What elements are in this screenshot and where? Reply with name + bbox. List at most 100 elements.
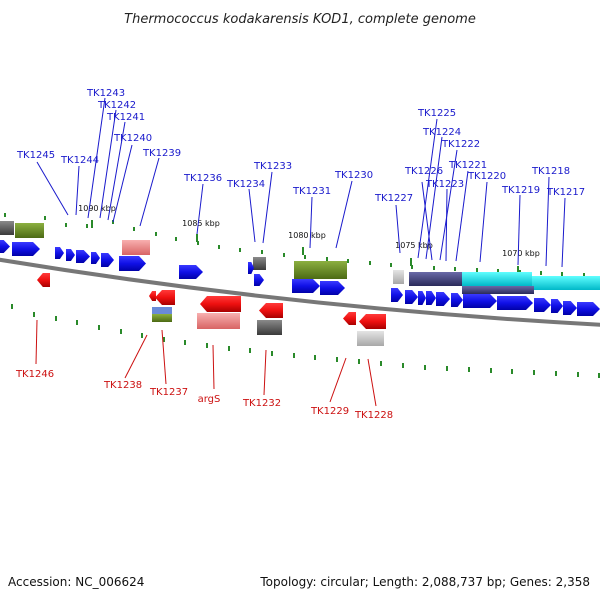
leader-line xyxy=(161,329,167,385)
forward-gene-label: TK1218 xyxy=(531,166,570,177)
forward-gene-label: TK1242 xyxy=(97,100,136,111)
forward-gene-label: TK1233 xyxy=(253,161,292,172)
forward-gene-label: TK1223 xyxy=(425,179,464,190)
tick-mark xyxy=(293,353,295,358)
feature-bar xyxy=(393,270,404,284)
forward-gene-label: TK1240 xyxy=(113,133,152,144)
tick-mark xyxy=(65,223,67,227)
kbp-label: 1075 kbp xyxy=(395,241,433,250)
reverse-gene-arrow xyxy=(37,273,50,287)
kbp-label: 1090 kbp xyxy=(78,204,116,213)
tick-mark xyxy=(304,255,306,259)
reverse-gene-arrow xyxy=(343,312,356,325)
feature-bar xyxy=(462,286,534,294)
forward-gene-arrow xyxy=(463,294,497,308)
forward-gene-arrow xyxy=(179,265,203,279)
tick-mark xyxy=(358,359,360,364)
feature-bar xyxy=(197,313,240,329)
tick-mark xyxy=(249,348,251,353)
leader-line xyxy=(395,204,401,254)
feature-bar xyxy=(257,320,282,335)
tick-mark xyxy=(271,351,273,356)
feature-bar xyxy=(357,331,384,346)
reverse-gene-arrow xyxy=(149,291,156,301)
tick-mark xyxy=(326,257,328,261)
reverse-gene-arrow xyxy=(200,296,241,312)
leader-line xyxy=(417,118,438,259)
tick-mark xyxy=(424,365,426,370)
forward-gene-label: TK1225 xyxy=(417,108,456,119)
reverse-gene-label: TK1246 xyxy=(15,369,54,380)
genome-backbone xyxy=(0,257,600,327)
forward-gene-arrow xyxy=(76,250,90,263)
tick-mark-major xyxy=(302,247,304,255)
forward-gene-arrow xyxy=(451,293,463,307)
tick-mark xyxy=(86,224,88,228)
kbp-scale: 1090 kbp 1085 kbp 1080 kbp 1075 kbp 1070… xyxy=(78,204,540,258)
tick-mark xyxy=(533,370,535,375)
feature-bar xyxy=(532,276,600,290)
tick-mark xyxy=(511,369,513,374)
forward-gene-label: TK1234 xyxy=(226,179,265,190)
tick-mark-major xyxy=(517,266,519,274)
forward-gene-arrow xyxy=(426,291,436,305)
forward-gene-label: TK1224 xyxy=(422,127,461,138)
leader-line xyxy=(367,358,377,407)
genome-summary-text: Topology: circular; Length: 2,088,737 bp… xyxy=(259,575,590,589)
tick-mark xyxy=(411,265,413,269)
upper-feature-bars xyxy=(0,221,600,294)
forward-gene-label: TK1227 xyxy=(374,193,413,204)
reverse-gene-labels: TK1246 TK1238 TK1237 argS TK1232 TK1229 TK1228 xyxy=(15,369,393,421)
forward-gene-arrow xyxy=(119,256,146,271)
forward-gene-arrow xyxy=(12,242,40,256)
forward-gene-label: TK1239 xyxy=(142,148,181,159)
leader-line xyxy=(479,181,488,263)
feature-bar xyxy=(152,307,172,314)
tick-mark xyxy=(390,263,392,267)
tick-mark xyxy=(239,248,241,252)
tick-mark xyxy=(555,371,557,376)
leader-line xyxy=(99,109,117,219)
tick-mark xyxy=(468,367,470,372)
tick-mark xyxy=(577,372,579,377)
forward-gene-arrow xyxy=(497,296,533,310)
tick-mark xyxy=(402,363,404,368)
leader-line xyxy=(561,197,566,268)
forward-gene-label: TK1226 xyxy=(404,166,443,177)
leader-line xyxy=(107,121,126,221)
tick-mark xyxy=(141,333,143,338)
tick-mark-major xyxy=(91,220,93,228)
forward-gene-arrow xyxy=(577,302,600,316)
forward-gene-label: TK1222 xyxy=(441,139,480,150)
tick-mark xyxy=(433,266,435,270)
forward-gene-arrow xyxy=(436,292,450,306)
tick-mark xyxy=(583,273,585,277)
kbp-label: 1085 kbp xyxy=(182,219,220,228)
tick-mark-major xyxy=(196,234,198,242)
kbp-label: 1080 kbp xyxy=(288,231,326,240)
forward-gene-label: TK1245 xyxy=(16,150,55,161)
tick-mark xyxy=(55,316,57,321)
reverse-gene-label: TK1229 xyxy=(310,406,349,417)
leader-line xyxy=(517,194,521,266)
tick-mark xyxy=(336,357,338,362)
leader-line xyxy=(87,97,106,219)
tick-mark xyxy=(206,343,208,348)
leader-line xyxy=(335,180,353,249)
feature-bar xyxy=(15,223,44,238)
tick-mark xyxy=(446,366,448,371)
tick-mark xyxy=(11,304,13,309)
tick-mark xyxy=(540,271,542,275)
reverse-gene-arrow xyxy=(155,290,175,305)
reverse-gene-label: argS xyxy=(198,394,221,405)
forward-gene-arrow xyxy=(101,253,114,267)
tick-mark xyxy=(561,272,563,276)
forward-gene-arrow xyxy=(55,247,64,259)
tick-mark xyxy=(369,261,371,265)
kbp-label: 1070 kbp xyxy=(502,249,540,258)
forward-gene-arrow xyxy=(292,279,320,293)
tick-mark xyxy=(380,361,382,366)
forward-gene-arrow xyxy=(563,301,577,315)
feature-bar xyxy=(294,261,347,279)
